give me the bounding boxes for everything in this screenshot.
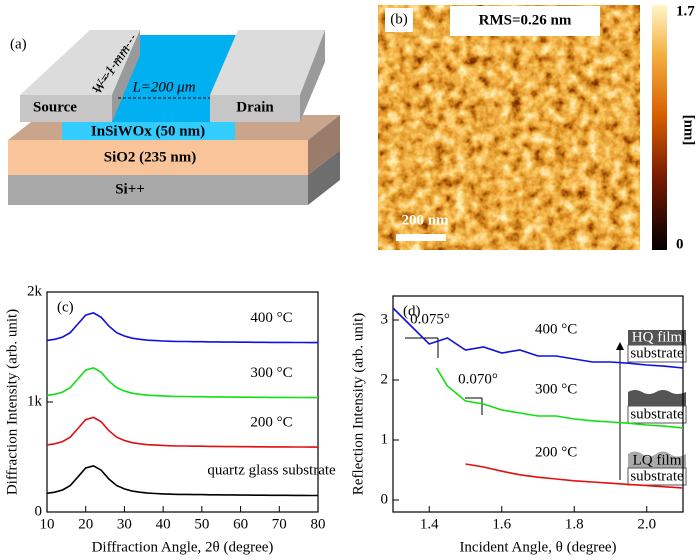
- sio2-layer: [8, 140, 308, 175]
- hq-substrate: [627, 344, 687, 363]
- colorbar: [652, 5, 667, 250]
- x-tick-label: 50: [194, 516, 209, 532]
- y-tick-label: 1k: [27, 393, 43, 409]
- y-axis-title: Reflection Intensity (arb. unit): [350, 313, 366, 495]
- series-line: [465, 463, 684, 489]
- length-label: L=200 μm: [131, 79, 195, 95]
- x-tick-label: 1.8: [565, 516, 584, 532]
- source-front: [20, 95, 112, 122]
- scale-bar: [396, 234, 446, 241]
- series-line: [46, 416, 318, 448]
- afm-image: (b) RMS=0.26 nm 200 nm 1.7 0 [nm]: [378, 3, 697, 252]
- y-axis-title: Diffraction Intensity (arb. unit): [4, 309, 20, 495]
- afm-map: [378, 5, 640, 250]
- drain-label: Drain: [236, 99, 274, 115]
- reflection-annotations: 0.075° 0.070° HQ film substrate substrat…: [405, 311, 687, 486]
- channel-label: InSiWOx (50 nm): [91, 123, 205, 139]
- source-label: Source: [33, 99, 77, 115]
- series-line: [46, 312, 318, 344]
- series-label: 400 °C: [535, 321, 577, 337]
- x-tick-label: 70: [272, 516, 287, 532]
- width-arrow: [95, 35, 135, 93]
- x-tick-label: 60: [233, 516, 248, 532]
- scale-bar-label: 200 nm: [401, 212, 449, 228]
- rms-box: [450, 6, 600, 36]
- si-side: [308, 150, 340, 205]
- drain-side: [300, 30, 325, 122]
- source-top: [20, 30, 140, 95]
- x-tick-label: 40: [156, 516, 171, 532]
- lq-substrate: [627, 467, 687, 486]
- series-line: [46, 367, 318, 399]
- gate-label: Si++: [115, 181, 145, 197]
- plot-frame: [392, 295, 684, 513]
- arrow-head: [616, 342, 624, 350]
- y-tick-label: 1: [381, 431, 389, 447]
- colorbar-min: 0: [676, 236, 684, 252]
- y-tick-label: 2: [381, 371, 389, 387]
- series-label: 300 °C: [535, 381, 577, 397]
- drain-top: [210, 30, 325, 95]
- x-tick-label: 1.4: [420, 516, 439, 532]
- x-axis-title: Incident Angle, θ (degree): [459, 539, 616, 555]
- label-box: [385, 8, 413, 32]
- inset-label: LQ film: [633, 452, 682, 468]
- x-tick-label: 80: [311, 516, 326, 532]
- series-label: quartz glass substrate: [207, 463, 336, 479]
- series-label: 300 °C: [250, 365, 292, 381]
- series-line: [435, 367, 684, 429]
- annotation: 0.075°: [410, 311, 450, 327]
- y-tick-label: 0: [35, 503, 43, 519]
- colorbar-max: 1.7: [676, 3, 695, 19]
- inset-label: substrate: [630, 345, 684, 361]
- lq-film: [628, 451, 686, 468]
- series-label: 200 °C: [250, 414, 292, 430]
- x-tick-label: 10: [40, 516, 55, 532]
- rms-label: RMS=0.26 nm: [479, 12, 572, 28]
- mid-substrate: [627, 405, 687, 424]
- panel-label: (c): [57, 299, 74, 315]
- x-axis-title: Diffraction Angle, 2θ (degree): [92, 539, 274, 555]
- y-tick-label: 3: [381, 311, 389, 327]
- series-label: 400 °C: [250, 310, 292, 326]
- sio2-side: [308, 115, 340, 175]
- x-tick-label: 2.0: [637, 516, 656, 532]
- channel-layer: [62, 122, 235, 140]
- panel-label: (d): [403, 303, 421, 319]
- series-line: [392, 307, 684, 369]
- device-diagram: (a) W=1 mm L=200 μm Source Drain InSiWOx…: [8, 30, 340, 205]
- hq-film: [628, 330, 686, 345]
- si-layer: [8, 175, 308, 205]
- mid-film: [628, 390, 686, 406]
- inset-label: substrate: [630, 468, 684, 484]
- panel-label: (a): [10, 36, 27, 52]
- y-tick-label: 2k: [27, 283, 43, 299]
- colorbar-unit: [nm]: [681, 115, 697, 146]
- dielectric-label: SiO2 (235 nm): [104, 149, 197, 165]
- x-tick-label: 20: [78, 516, 93, 532]
- drain-front: [210, 95, 300, 122]
- source-side: [112, 30, 140, 122]
- y-tick-label: 0: [381, 491, 389, 507]
- series-label: 200 °C: [535, 444, 577, 460]
- inset-label: substrate: [630, 406, 684, 422]
- panel-label: (b): [390, 11, 408, 27]
- inset-label: HQ film: [632, 329, 683, 345]
- series-line: [46, 464, 318, 497]
- annotation: 0.070°: [458, 371, 498, 387]
- x-tick-label: 1.6: [492, 516, 511, 532]
- x-tick-label: 30: [117, 516, 132, 532]
